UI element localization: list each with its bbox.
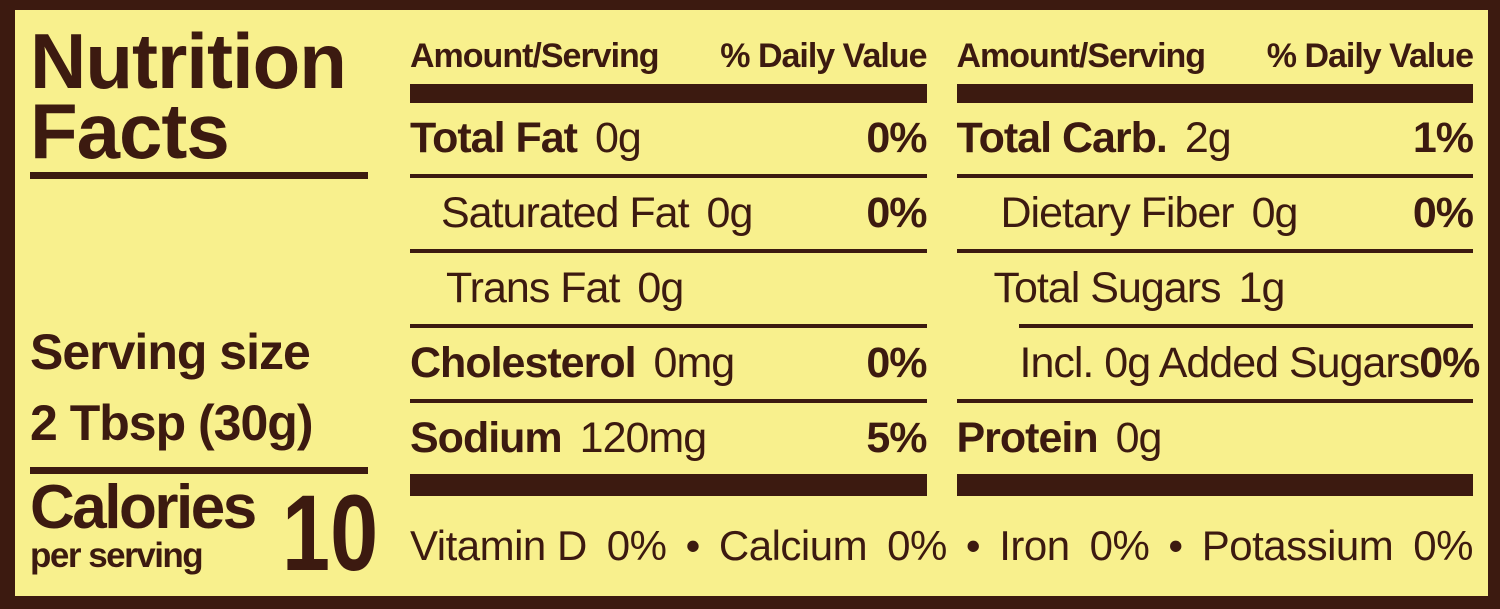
micro-vitamin-d-dv: 0% (606, 522, 667, 569)
calories-label: Calories (30, 473, 257, 542)
row-dietary-fiber: Dietary Fiber 0g 0% (957, 178, 1475, 249)
column2-header: Amount/Serving % Daily Value (956, 10, 1475, 84)
row-total-sugars: Total Sugars 1g (957, 253, 1474, 324)
row-dietary-fiber-name: Dietary Fiber (1000, 189, 1235, 237)
micro-potassium: Potassium 0% (1201, 522, 1474, 570)
row-sodium: Sodium 120mg 5% (410, 403, 928, 474)
calories-block: Calories per serving 10 (30, 472, 378, 593)
row-added-sugars-dv: 0% (1419, 339, 1480, 387)
row-trans-fat-name: Trans Fat (446, 264, 620, 312)
column2-bottom-bar (956, 474, 1473, 496)
row-total-carb: Total Carb. 2g 1% (956, 103, 1475, 174)
column1-header-amount: Amount/Serving (410, 37, 660, 75)
row-added-sugars: Incl. 0g Added Sugars 0% (957, 328, 1481, 399)
divider (410, 399, 927, 403)
row-total-fat-name: Total Fat (410, 114, 578, 162)
calories-value: 10 (281, 472, 378, 593)
label-title-line2: Facts (30, 87, 230, 175)
micro-iron-name: Iron (999, 522, 1070, 569)
row-saturated-fat-amount: 0g (706, 189, 754, 237)
serving-calories-divider (30, 467, 368, 474)
micronutrients-row: Vitamin D 0% • Calcium 0% • Iron 0% • Po… (410, 496, 1473, 596)
column2-header-daily-value: % Daily Value (1266, 37, 1474, 75)
micro-calcium-name: Calcium (718, 522, 868, 569)
row-protein: Protein 0g (957, 403, 1474, 474)
row-cholesterol-amount: 0mg (653, 339, 736, 387)
row-sodium-name: Sodium (410, 414, 563, 462)
label-title-line1: Nutrition (30, 17, 347, 105)
micro-vitamin-d-name: Vitamin D (410, 522, 587, 569)
row-cholesterol: Cholesterol 0mg 0% (410, 328, 928, 399)
row-total-carb-amount: 2g (1184, 114, 1232, 162)
divider-indented (1018, 324, 1473, 328)
left-panel: Nutrition Facts Serving size 2 Tbsp (30g… (15, 10, 410, 596)
row-saturated-fat-name: Saturated Fat (441, 189, 690, 237)
serving-size-value: 2 Tbsp (30g) (30, 395, 313, 451)
bullet-separator: • (965, 522, 981, 569)
column1-header: Amount/Serving % Daily Value (410, 10, 928, 84)
divider (410, 249, 927, 253)
micro-potassium-dv: 0% (1413, 522, 1473, 569)
micro-calcium-dv: 0% (887, 522, 947, 569)
nutrient-column-fat-sodium: Amount/Serving % Daily Value Total Fat 0… (410, 10, 928, 496)
row-protein-name: Protein (956, 414, 1099, 462)
title-underline (30, 172, 368, 179)
row-total-carb-dv: 1% (1412, 114, 1474, 162)
divider (956, 174, 1473, 178)
divider (956, 399, 1473, 403)
row-cholesterol-dv: 0% (866, 339, 927, 387)
row-dietary-fiber-amount: 0g (1251, 189, 1299, 237)
serving-size-label: Serving size (30, 324, 311, 380)
nutrient-columns: Amount/Serving % Daily Value Total Fat 0… (410, 10, 1481, 496)
row-total-sugars-amount: 1g (1238, 264, 1286, 312)
bullet-separator: • (1168, 522, 1183, 569)
micro-calcium: Calcium 0% (719, 522, 947, 570)
divider (410, 324, 927, 328)
column1-header-daily-value: % Daily Value (720, 37, 927, 75)
column2-header-bar (956, 84, 1473, 103)
divider (410, 174, 927, 178)
calories-labels: Calories per serving (30, 473, 257, 576)
left-spacer (30, 179, 398, 317)
row-protein-amount: 0g (1115, 414, 1163, 462)
column1-bottom-bar (410, 474, 927, 496)
row-total-fat-amount: 0g (594, 114, 642, 162)
calories-sublabel: per serving (30, 536, 204, 575)
row-dietary-fiber-dv: 0% (1412, 189, 1474, 237)
row-saturated-fat: Saturated Fat 0g 0% (410, 178, 928, 249)
row-total-fat: Total Fat 0g 0% (410, 103, 928, 174)
row-sodium-amount: 120mg (579, 414, 707, 462)
row-sodium-dv: 5% (866, 414, 927, 462)
row-total-sugars-name: Total Sugars (993, 264, 1222, 312)
micro-iron-dv: 0% (1089, 522, 1150, 569)
row-trans-fat-amount: 0g (637, 264, 684, 312)
facts-panel: Amount/Serving % Daily Value Total Fat 0… (410, 10, 1488, 596)
row-added-sugars-name: Incl. 0g Added Sugars (1019, 339, 1421, 387)
micro-vitamin-d: Vitamin D 0% (410, 522, 667, 570)
column2-header-amount: Amount/Serving (956, 37, 1207, 75)
column1-header-bar (410, 84, 927, 103)
divider (956, 249, 1473, 253)
serving-size-block: Serving size 2 Tbsp (30g) (30, 317, 398, 459)
micro-iron: Iron 0% (999, 522, 1150, 570)
nutrient-column-carb-protein: Amount/Serving % Daily Value Total Carb.… (956, 10, 1481, 496)
row-saturated-fat-dv: 0% (866, 189, 927, 237)
row-cholesterol-name: Cholesterol (410, 339, 637, 387)
row-trans-fat: Trans Fat 0g (410, 253, 927, 324)
micro-potassium-name: Potassium (1201, 522, 1394, 569)
bullet-separator: • (685, 522, 701, 569)
label-title: Nutrition Facts (30, 17, 398, 175)
row-total-fat-dv: 0% (866, 114, 927, 162)
row-total-carb-name: Total Carb. (956, 114, 1168, 162)
